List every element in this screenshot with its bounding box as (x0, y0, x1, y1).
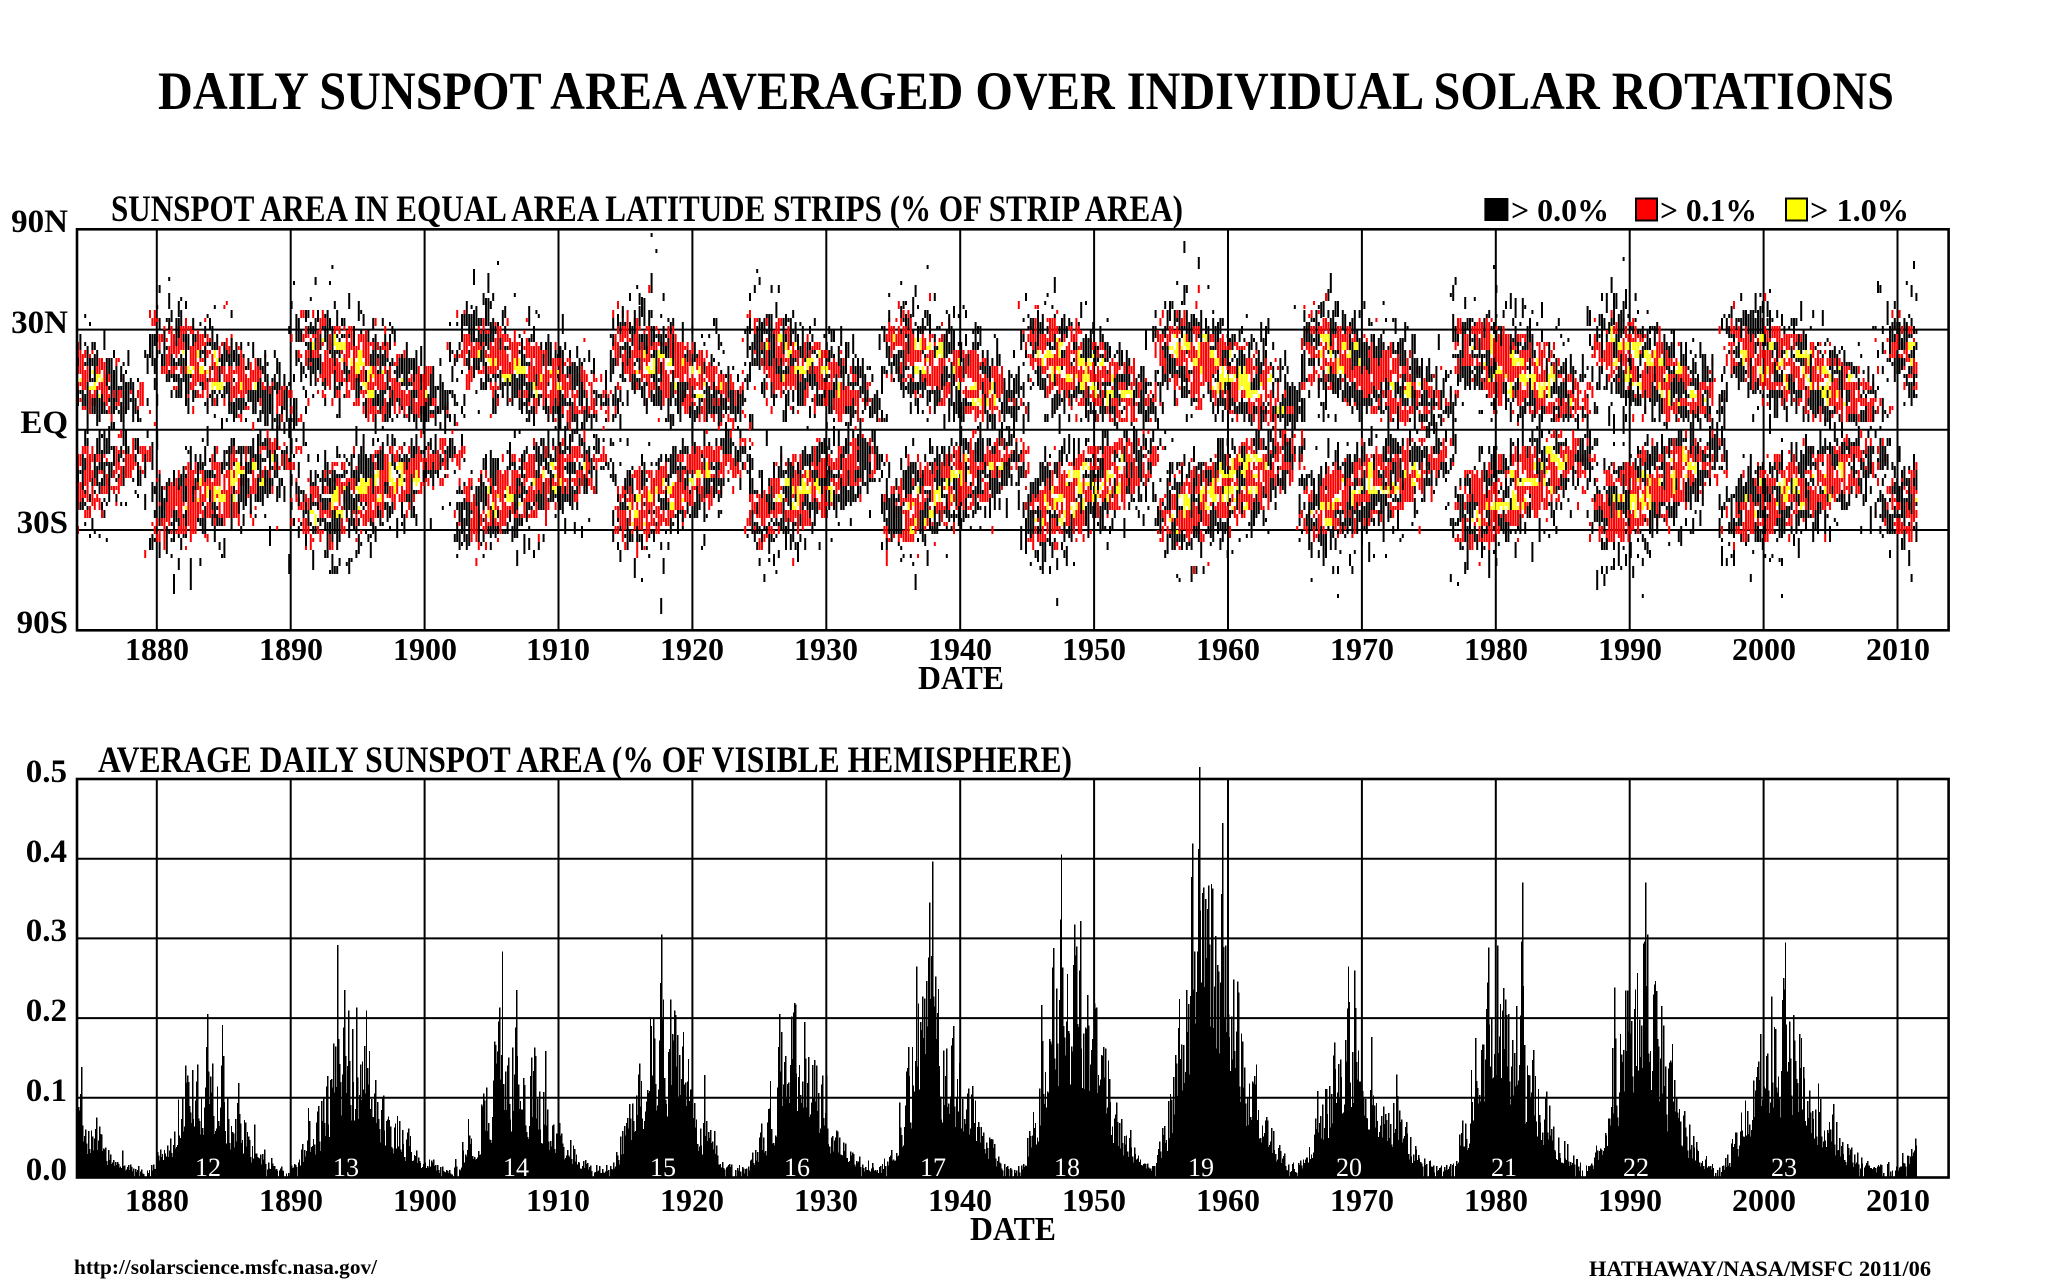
svg-text:1970: 1970 (1330, 1182, 1394, 1218)
svg-text:0.4: 0.4 (26, 834, 67, 870)
svg-text:1910: 1910 (526, 631, 590, 667)
svg-text:13: 13 (333, 1153, 359, 1182)
svg-text:EQ: EQ (20, 405, 68, 441)
svg-text:1960: 1960 (1196, 631, 1260, 667)
svg-text:1890: 1890 (259, 1182, 323, 1218)
svg-text:SUNSPOT AREA IN EQUAL AREA LAT: SUNSPOT AREA IN EQUAL AREA LATITUDE STRI… (111, 189, 1183, 230)
svg-text:0.1: 0.1 (26, 1073, 67, 1109)
svg-text:21: 21 (1491, 1153, 1517, 1182)
svg-text:30N: 30N (11, 305, 68, 341)
svg-text:1880: 1880 (125, 1182, 189, 1218)
svg-text:1970: 1970 (1330, 631, 1394, 667)
svg-text:1920: 1920 (660, 1182, 724, 1218)
svg-text:16: 16 (784, 1153, 810, 1182)
svg-text:1920: 1920 (660, 631, 724, 667)
svg-text:18: 18 (1054, 1153, 1080, 1182)
svg-text:20: 20 (1336, 1153, 1362, 1182)
svg-text:1990: 1990 (1598, 631, 1662, 667)
svg-text:2010: 2010 (1866, 1182, 1930, 1218)
svg-text:0.0: 0.0 (26, 1152, 67, 1188)
svg-text:1940: 1940 (928, 631, 992, 667)
svg-text:1900: 1900 (393, 1182, 457, 1218)
svg-text:1960: 1960 (1196, 1182, 1260, 1218)
svg-text:1880: 1880 (125, 631, 189, 667)
svg-text:1900: 1900 (393, 631, 457, 667)
svg-text:2000: 2000 (1732, 631, 1796, 667)
svg-text:19: 19 (1188, 1153, 1214, 1182)
svg-text:> 0.0%: > 0.0% (1511, 192, 1609, 228)
svg-text:90N: 90N (11, 204, 68, 240)
svg-text:HATHAWAY/NASA/MSFC 2011/06: HATHAWAY/NASA/MSFC 2011/06 (1589, 1256, 1931, 1280)
svg-text:http://solarscience.msfc.nasa.: http://solarscience.msfc.nasa.gov/ (74, 1255, 378, 1279)
svg-text:DAILY SUNSPOT AREA AVERAGED OV: DAILY SUNSPOT AREA AVERAGED OVER INDIVID… (158, 61, 1894, 121)
svg-text:1950: 1950 (1062, 631, 1126, 667)
svg-text:12: 12 (195, 1153, 221, 1182)
svg-text:DATE: DATE (970, 1211, 1056, 1248)
svg-text:17: 17 (920, 1153, 946, 1182)
svg-text:1930: 1930 (794, 1182, 858, 1218)
svg-text:1980: 1980 (1464, 1182, 1528, 1218)
svg-text:1940: 1940 (928, 1182, 992, 1218)
svg-text:DATE: DATE (918, 660, 1004, 697)
svg-text:90S: 90S (17, 605, 68, 641)
svg-text:1980: 1980 (1464, 631, 1528, 667)
svg-text:1910: 1910 (526, 1182, 590, 1218)
svg-text:2000: 2000 (1732, 1182, 1796, 1218)
svg-text:> 1.0%: > 1.0% (1810, 192, 1909, 228)
svg-text:1950: 1950 (1062, 1182, 1126, 1218)
svg-text:14: 14 (503, 1153, 529, 1182)
svg-text:0.5: 0.5 (26, 754, 67, 790)
svg-text:0.2: 0.2 (26, 993, 67, 1029)
svg-text:23: 23 (1771, 1153, 1797, 1182)
svg-text:AVERAGE DAILY SUNSPOT AREA (%: AVERAGE DAILY SUNSPOT AREA (% OF VISIBLE… (98, 740, 1072, 781)
svg-text:1930: 1930 (794, 631, 858, 667)
svg-text:> 0.1%: > 0.1% (1660, 192, 1757, 228)
svg-text:1890: 1890 (259, 631, 323, 667)
svg-text:15: 15 (650, 1153, 676, 1182)
svg-text:0.3: 0.3 (26, 913, 67, 949)
svg-text:2010: 2010 (1866, 631, 1930, 667)
svg-text:1990: 1990 (1598, 1182, 1662, 1218)
svg-text:22: 22 (1623, 1153, 1649, 1182)
svg-text:30S: 30S (17, 505, 68, 541)
